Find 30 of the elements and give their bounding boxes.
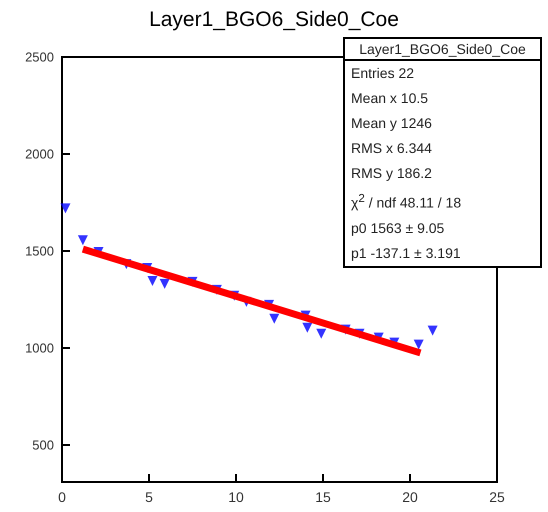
- x-tick-label: 15: [315, 489, 331, 505]
- y-tick-label: 2000: [25, 146, 54, 162]
- point: [147, 276, 158, 286]
- annotation: RMS y 186.2: [350, 164, 433, 183]
- y-tick-label: 1500: [25, 244, 54, 259]
- y-tick-label: 1000: [25, 340, 54, 356]
- x-tick-label: 20: [402, 489, 418, 505]
- annotation: RMS x 6.344: [350, 139, 433, 158]
- point: [316, 328, 326, 339]
- point: [60, 203, 70, 214]
- chart-title: Layer1_BGO6_Side0_Coe: [149, 8, 399, 31]
- annotation: p0 1563 ± 9.05: [350, 218, 446, 238]
- annotation: χ$^{2}$ / ndf 48.11 / 18: [350, 191, 462, 213]
- annotation: Mean y 1246: [350, 114, 433, 133]
- point: [302, 322, 312, 333]
- y-tick-label: 500: [32, 438, 54, 453]
- x-tick-label: 0: [58, 489, 66, 505]
- x-tick-label: 10: [228, 489, 244, 505]
- point: [269, 314, 280, 324]
- x-tick-label: 5: [145, 489, 154, 505]
- annotation: p1 -137.1 ± 3.191: [350, 244, 462, 263]
- annotation: Mean x 10.5: [350, 89, 430, 108]
- point: [414, 340, 424, 350]
- point: [160, 278, 170, 289]
- y-tick-label: 2500: [25, 50, 54, 64]
- point: [78, 235, 88, 246]
- x-tick-label: 25: [489, 489, 505, 505]
- annotation: Layer1_BGO6_Side0_Coe: [345, 39, 540, 61]
- annotation: Entries 22: [350, 64, 416, 83]
- point: [428, 326, 438, 336]
